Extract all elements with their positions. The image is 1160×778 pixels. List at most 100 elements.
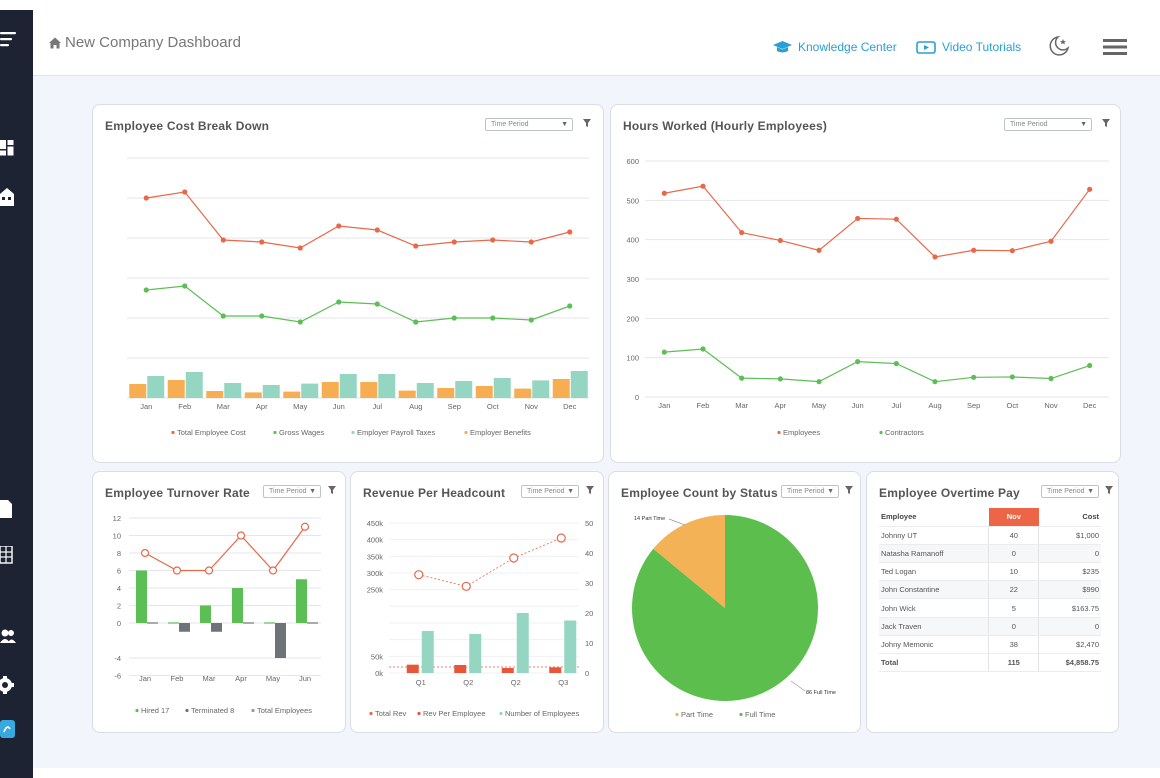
users-icon[interactable] — [0, 628, 16, 646]
home-icon[interactable] — [49, 37, 61, 49]
column-header[interactable]: Employee — [879, 508, 989, 527]
bar-employer-benefits — [437, 388, 455, 398]
series-line — [144, 526, 306, 572]
data-point — [336, 299, 342, 305]
column-header[interactable]: Cost — [1038, 508, 1101, 527]
data-point — [932, 379, 938, 385]
data-point — [182, 283, 188, 289]
x-tick-label: Feb — [697, 401, 710, 410]
chevron-down-icon: ▼ — [561, 121, 568, 128]
filter-icon[interactable] — [586, 486, 594, 494]
y-right-tick-label: 10 — [585, 639, 593, 648]
time-period-select[interactable]: Time Period ▼ — [1041, 485, 1099, 498]
hours-cell: 10 — [988, 562, 1040, 582]
bar-employer-payroll-taxes — [224, 383, 242, 398]
data-point — [461, 581, 471, 591]
x-tick-label: Aug — [409, 402, 422, 411]
y-tick-label: 200 — [626, 314, 639, 323]
total-hours: 115 — [988, 653, 1040, 673]
x-tick-label: May — [293, 402, 307, 411]
x-tick-label: Jul — [372, 402, 382, 411]
y-left-tick-label: 0k — [375, 669, 383, 678]
table-icon[interactable] — [0, 546, 14, 566]
legend-marker — [879, 430, 883, 435]
help-icon[interactable] — [0, 720, 16, 740]
legend-label: Hired 17 — [141, 706, 169, 715]
legend-marker — [135, 708, 139, 713]
filter-icon[interactable] — [1102, 119, 1110, 127]
dashboard-icon[interactable] — [0, 140, 14, 160]
data-point — [451, 239, 457, 245]
hours-cell: 5 — [988, 598, 1040, 618]
legend-marker — [273, 430, 277, 435]
knowledge-center-link[interactable]: Knowledge Center — [773, 40, 897, 54]
time-period-select[interactable]: Time Period ▼ — [521, 485, 579, 498]
bottom-strip — [33, 768, 1160, 778]
data-point — [1009, 374, 1015, 380]
turnover-chart: -6 -4 0 2 4 6 8 10 12 Jan Feb Mar Apr May Jun Hired 17 T… — [113, 514, 321, 715]
building-icon[interactable] — [0, 188, 14, 208]
x-tick-label: Sep — [967, 401, 980, 410]
y-right-tick-label: 30 — [585, 579, 593, 588]
report-icon[interactable] — [0, 500, 12, 520]
x-tick-label: Mar — [203, 674, 216, 683]
bar-employer-payroll-taxes — [185, 372, 203, 398]
filter-icon[interactable] — [328, 486, 336, 494]
employee-cell: Jack Traven — [879, 617, 989, 636]
cost-cell: $235 — [1038, 562, 1101, 582]
x-tick-label: Nov — [1044, 401, 1058, 410]
hours-cell: 0 — [988, 544, 1040, 564]
data-point — [182, 189, 188, 195]
bar-employer-payroll-taxes — [493, 378, 511, 398]
video-tutorials-link[interactable]: Video Tutorials — [916, 40, 1021, 54]
data-point — [700, 346, 706, 352]
table-row: Jack Traven 0 0 — [879, 617, 1101, 636]
x-tick-label: Feb — [171, 674, 184, 683]
legend-marker — [777, 430, 781, 435]
bar-employer-payroll-taxes — [147, 376, 165, 398]
knowledge-center-label: Knowledge Center — [798, 40, 897, 54]
total-label: Total — [879, 653, 989, 673]
menu-icon[interactable] — [0, 28, 18, 52]
legend-marker — [369, 711, 373, 716]
hamburger-icon[interactable] — [1103, 38, 1127, 56]
filter-icon[interactable] — [845, 486, 853, 494]
column-header[interactable]: Nov — [988, 508, 1039, 527]
x-tick-label: Dec — [1083, 401, 1097, 410]
x-tick-label: Jun — [852, 401, 864, 410]
legend-marker — [185, 708, 189, 713]
time-period-select[interactable]: Time Period ▼ — [781, 485, 839, 498]
gear-icon[interactable] — [0, 674, 16, 696]
bar-terminated — [179, 623, 190, 632]
x-tick-label: Jan — [139, 674, 151, 683]
hours-chart: 0 100 200 300 400 500 600 Jan Feb Mar Apr May Jun Jul… — [626, 157, 1109, 437]
y-tick-label: 600 — [626, 157, 639, 166]
card-title: Employee Overtime Pay — [879, 486, 1020, 500]
bar-employer-payroll-taxes — [262, 385, 280, 398]
data-point — [414, 570, 424, 580]
moon-stars-icon[interactable] — [1047, 34, 1071, 58]
data-point — [204, 566, 214, 575]
time-period-select[interactable]: Time Period ▼ — [263, 485, 321, 498]
time-period-select[interactable]: Time Period ▼ — [485, 118, 573, 131]
legend-label: Terminated 8 — [191, 706, 234, 715]
x-tick-label: Jun — [299, 674, 311, 683]
filter-icon[interactable] — [1105, 486, 1113, 494]
data-point — [528, 317, 534, 323]
table-total-row: Total 115 $4,858.75 — [879, 653, 1101, 673]
data-point — [855, 215, 861, 222]
series-line — [664, 185, 1091, 258]
legend-label: Contractors — [885, 428, 924, 437]
filter-icon[interactable] — [583, 119, 591, 127]
time-period-select[interactable]: Time Period ▼ — [1004, 118, 1092, 131]
data-point — [1087, 186, 1093, 192]
data-point — [777, 376, 783, 382]
data-point — [172, 566, 182, 575]
data-point — [1009, 248, 1015, 254]
x-tick-label: Apr — [774, 401, 786, 410]
time-period-label: Time Period — [1010, 121, 1048, 128]
data-point — [556, 533, 566, 543]
sidebar — [0, 10, 33, 778]
data-point — [893, 360, 899, 367]
cost-chart: Jan Feb Mar Apr May Jun Jul Aug Sep Oct Nov Dec Tota… — [127, 157, 589, 437]
